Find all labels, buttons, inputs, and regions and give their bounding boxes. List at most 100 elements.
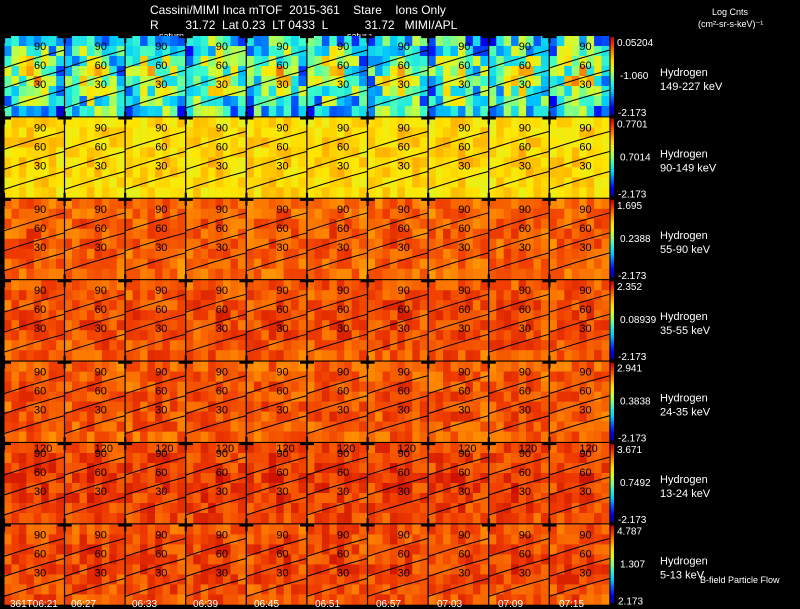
- contour-label: 90: [95, 122, 107, 134]
- panel-r0-c7: [421, 30, 489, 117]
- panel-r4-c7: [421, 355, 489, 442]
- contour-label: 60: [337, 141, 349, 153]
- log-counts-label: Log Cnts: [712, 7, 749, 17]
- contour-label: 90: [276, 367, 288, 379]
- panel-r2-c2: [118, 192, 186, 280]
- colorbar-max-label: 0.7701: [617, 119, 648, 130]
- colorbar-mid-label: 0.08939: [620, 315, 657, 326]
- time-tick-label: 06:51: [315, 599, 340, 609]
- contour-label: 60: [34, 386, 46, 398]
- time-tick-label: 07:15: [559, 599, 584, 609]
- panel-r3-c2: [118, 274, 186, 361]
- panel-r5-c4: [239, 437, 308, 524]
- contour-label: 60: [34, 304, 46, 316]
- contour-label: 60: [519, 548, 531, 560]
- contour-label: 60: [458, 141, 470, 153]
- contour-label: 120: [398, 443, 416, 455]
- contour-label: 60: [155, 386, 167, 398]
- panel-r6-c1: [57, 518, 126, 605]
- contour-label: 30: [579, 567, 591, 579]
- panel-r0-c1: [57, 30, 126, 117]
- contour-label: 30: [458, 486, 470, 498]
- contour-label: 90: [458, 285, 470, 297]
- contour-label: 60: [519, 60, 531, 72]
- contour-label: 60: [95, 60, 107, 72]
- panel-r1-c5: [300, 111, 368, 198]
- colorbar-mid-label: 1.307: [620, 559, 645, 570]
- contour-label: 30: [34, 323, 46, 335]
- contour-label: 90: [398, 367, 410, 379]
- contour-label: 90: [398, 529, 410, 541]
- panel-r4-c5: [300, 355, 368, 442]
- panel-r2-c7: [421, 192, 489, 280]
- contour-label: 90: [579, 122, 591, 134]
- contour-label: 60: [398, 60, 410, 72]
- contour-label: 30: [458, 160, 470, 172]
- contour-label: 60: [398, 386, 410, 398]
- panel-r5-c1: [57, 437, 126, 524]
- panel-r5-c7: [421, 437, 489, 524]
- contour-label: 90: [337, 204, 349, 216]
- contour-label: 90: [519, 204, 531, 216]
- panel-r0-c9: [542, 30, 611, 117]
- contour-label: 60: [216, 304, 228, 316]
- contour-label: 30: [34, 567, 46, 579]
- contour-label: 60: [579, 467, 591, 479]
- panel-r5-c8: [481, 437, 550, 524]
- contour-label: 30: [155, 160, 167, 172]
- contour-label: 30: [95, 405, 107, 417]
- panel-r5-c3: [178, 437, 247, 524]
- colorbar-mid-label: 0.2388: [620, 234, 651, 245]
- contour-label: 90: [519, 122, 531, 134]
- panel-r1-c4: [239, 111, 308, 198]
- contour-label: 120: [519, 443, 537, 455]
- contour-label: 90: [579, 285, 591, 297]
- contour-label: 90: [337, 448, 349, 460]
- contour-label: 60: [458, 304, 470, 316]
- plot-title: Cassini/MIMI Inca mTOF 2015-361 Stare Io…: [150, 3, 446, 17]
- panel-r6-c6: [360, 518, 429, 605]
- contour-label: 30: [95, 323, 107, 335]
- contour-label: 90: [155, 529, 167, 541]
- panel-r3-c7: [421, 274, 489, 361]
- panel-r2-c1: [57, 192, 126, 280]
- contour-label: 90: [95, 285, 107, 297]
- panel-r1-c9: [542, 111, 611, 198]
- contour-label: 90: [276, 122, 288, 134]
- contour-label: 60: [34, 223, 46, 235]
- panel-r6-c8: [481, 518, 550, 605]
- contour-label: 30: [398, 79, 410, 91]
- panel-r0-c2: [118, 30, 186, 117]
- contour-label: 90: [216, 285, 228, 297]
- panel-r2-c9: [542, 192, 611, 280]
- species-label: Hydrogen: [660, 393, 708, 405]
- contour-label: 60: [34, 467, 46, 479]
- time-tick-label: 06:57: [376, 599, 401, 609]
- contour-label: 60: [276, 548, 288, 560]
- colorbar-max-label: 2.352: [617, 282, 642, 293]
- contour-label: 60: [337, 467, 349, 479]
- contour-label: 120: [155, 443, 173, 455]
- contour-label: 60: [519, 141, 531, 153]
- panel-r5-c2: [118, 437, 186, 524]
- contour-label: 30: [155, 79, 167, 91]
- contour-label: 90: [276, 529, 288, 541]
- time-tick-label: 06:33: [132, 599, 157, 609]
- contour-label: 60: [458, 548, 470, 560]
- contour-label: 90: [458, 448, 470, 460]
- contour-label: 90: [155, 204, 167, 216]
- contour-label: 60: [95, 141, 107, 153]
- colorbar-min-label: 2.173: [618, 596, 643, 607]
- contour-label: 30: [34, 405, 46, 417]
- contour-label: 60: [458, 386, 470, 398]
- panel-r6-c2: [118, 518, 186, 605]
- panel-r2-c8: [481, 192, 550, 280]
- contour-label: 30: [579, 405, 591, 417]
- contour-label: 60: [519, 223, 531, 235]
- contour-label: 30: [155, 405, 167, 417]
- energy-label: 5-13 keV: [660, 569, 705, 581]
- units-label: (cm²-sr-s-keV)⁻¹: [698, 19, 764, 29]
- contour-label: 120: [458, 443, 476, 455]
- contour-label: 90: [216, 204, 228, 216]
- time-tick-label: 07:03: [437, 599, 462, 609]
